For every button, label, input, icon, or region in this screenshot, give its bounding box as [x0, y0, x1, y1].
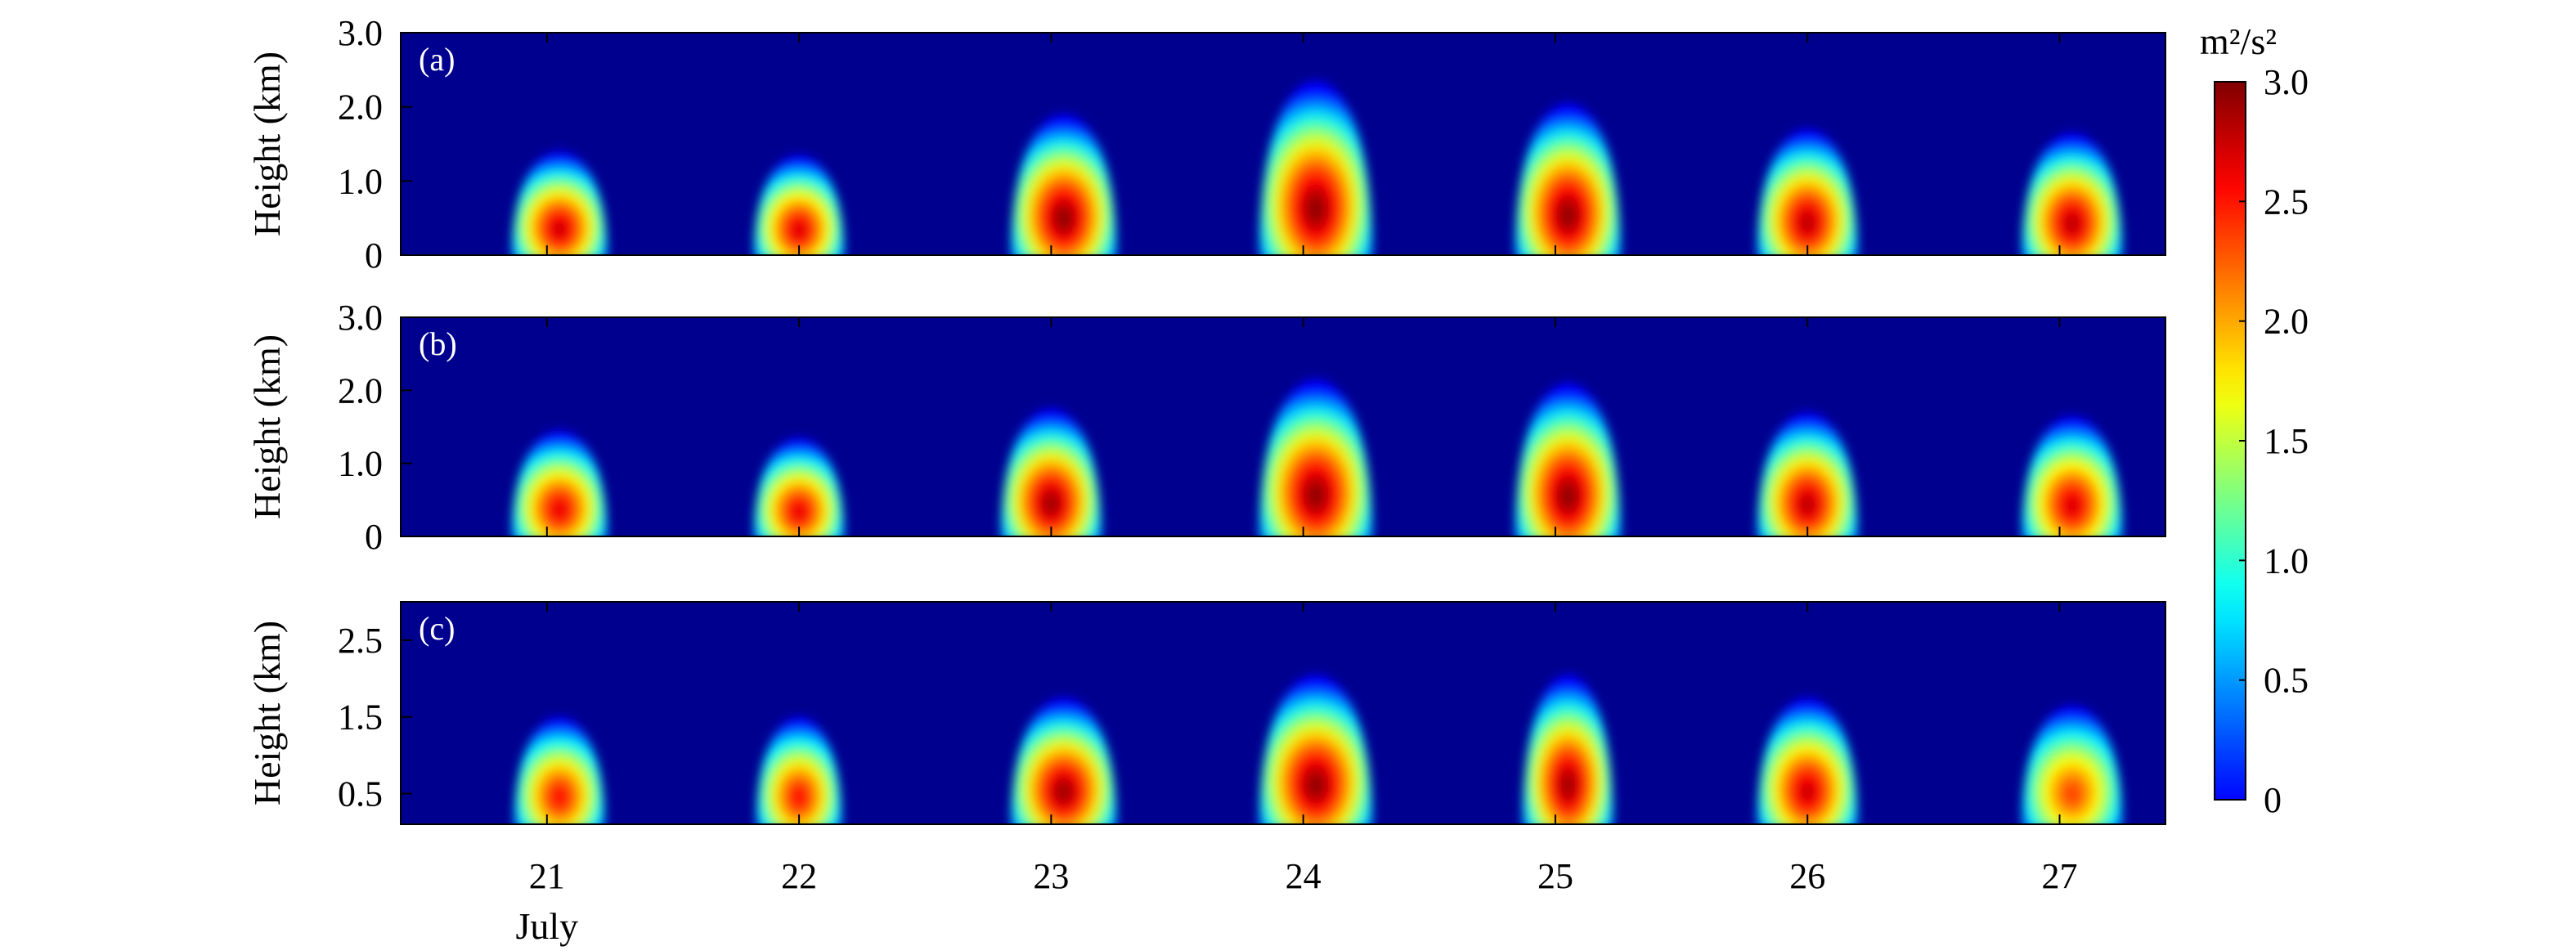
colorbar-tick-label: 0.5 — [2264, 661, 2309, 701]
y-tick-label: 0 — [365, 517, 383, 557]
panel-tag: (b) — [419, 325, 457, 362]
heat-event-day-21 — [514, 716, 605, 824]
heat-event-day-25 — [1515, 383, 1622, 536]
x-tick-label: 23 — [1033, 856, 1069, 896]
colorbar: 3.0 2.5 2.0 1.5 1.0 0.5 0 m²/s² — [2200, 20, 2309, 820]
x-tick-label: 21 — [529, 856, 565, 896]
colorbar-tick-label: 2.5 — [2264, 182, 2309, 222]
heat-event-day-27 — [2022, 132, 2123, 255]
x-tick-label: 27 — [2042, 856, 2078, 896]
panel-frame — [400, 601, 2166, 825]
x-axis: 21 22 23 24 25 26 27 July — [515, 856, 2077, 947]
panel-2: 3.0 2.0 1.0 0 Height (km) (b) — [246, 298, 2166, 557]
colorbar-tick-label: 1.5 — [2264, 421, 2309, 461]
heat-event-day-23 — [1000, 408, 1102, 536]
panel-tag: (c) — [419, 610, 455, 647]
heat-event-day-24 — [1259, 80, 1373, 255]
y-tick-label: 3.0 — [338, 298, 383, 338]
heat-event-day-22 — [756, 716, 842, 824]
y-tick-label: 0.5 — [338, 774, 383, 814]
y-tick-label: 1.0 — [338, 161, 383, 201]
heat-event-day-22 — [753, 437, 845, 536]
heat-event-day-21 — [511, 151, 608, 255]
y-axis-label: Height (km) — [246, 52, 288, 236]
y-tick-label: 2.5 — [338, 621, 383, 661]
heat-event-day-26 — [1757, 698, 1858, 824]
y-tick-label: 2.0 — [338, 87, 383, 128]
y-tick-label: 2.0 — [338, 370, 383, 410]
x-tick-label: 26 — [1789, 856, 1825, 896]
y-axis-label: Height (km) — [246, 334, 288, 519]
heat-event-day-27 — [2022, 705, 2123, 824]
x-tick-label: 25 — [1537, 856, 1573, 896]
y-axis-label: Height (km) — [246, 621, 288, 805]
colorbar-tick-label: 1.0 — [2264, 541, 2309, 581]
panel-frame — [400, 32, 2166, 256]
heat-event-day-24 — [1259, 675, 1373, 824]
x-tick-label: 24 — [1286, 856, 1322, 896]
x-tick-label: 22 — [781, 856, 817, 896]
y-tick-label: 3.0 — [338, 13, 383, 53]
panel-tag: (a) — [419, 41, 455, 78]
panel-1: 3.0 2.0 1.0 0 Height (km) (a) — [246, 13, 2166, 276]
y-tick-label: 1.0 — [338, 444, 383, 484]
colorbar-tick-label: 2.0 — [2264, 302, 2309, 342]
heat-event-day-21 — [511, 430, 608, 536]
colorbar-tick-label: 0 — [2264, 780, 2282, 820]
heat-event-day-24 — [1259, 379, 1373, 536]
heat-event-day-25 — [1522, 675, 1613, 824]
heat-event-day-26 — [1757, 128, 1858, 255]
x-axis-label: July — [515, 905, 578, 947]
colorbar-tick-label: 3.0 — [2264, 62, 2309, 102]
panels-layer: 3.0 2.0 1.0 0 Height (km) (a) 3.0 2.0 1.0 0 Height… — [246, 13, 2166, 825]
panel-frame — [400, 316, 2166, 537]
heat-event-day-22 — [753, 155, 845, 255]
heat-event-day-23 — [1011, 114, 1117, 255]
panel-3: 2.5 1.5 0.5 Height (km) (c) — [246, 601, 2166, 825]
heat-event-day-26 — [1757, 412, 1858, 536]
heat-event-day-23 — [1011, 698, 1117, 824]
heat-event-day-25 — [1515, 103, 1622, 255]
heat-event-day-27 — [2022, 415, 2123, 536]
y-tick-label: 0 — [365, 236, 383, 276]
colorbar-unit-label: m²/s² — [2200, 20, 2277, 62]
y-tick-label: 1.5 — [338, 698, 383, 738]
